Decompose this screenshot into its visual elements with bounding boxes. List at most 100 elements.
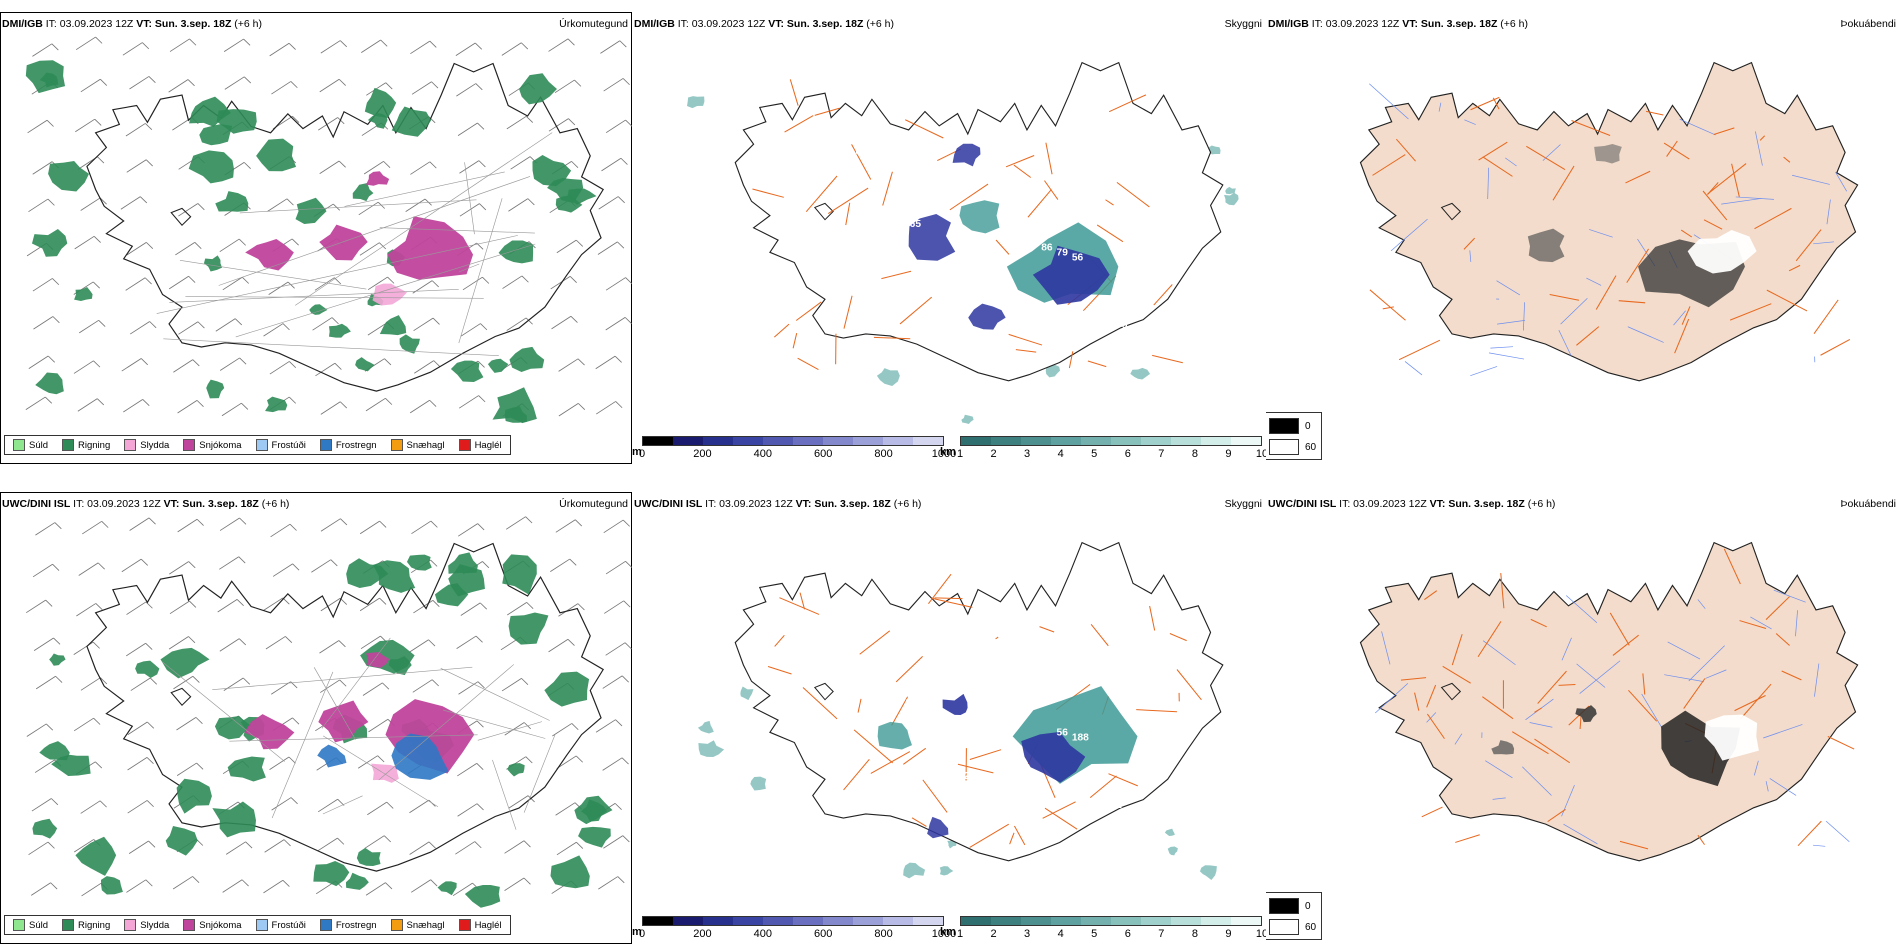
rain-area	[487, 358, 509, 373]
wind-barb-tick	[187, 79, 195, 87]
sleet-area	[372, 283, 408, 306]
wind-barb-tick	[386, 801, 394, 809]
precip-frame-row1	[0, 12, 632, 464]
road	[1005, 155, 1035, 168]
wind-barb	[550, 275, 571, 290]
land	[1359, 541, 1859, 862]
wind-barb-tick	[52, 316, 60, 324]
road	[1045, 142, 1053, 175]
river	[1750, 616, 1772, 630]
wind-barb-tick	[482, 561, 490, 569]
wind-barb-tick	[430, 559, 438, 567]
wind-barb-tick	[569, 276, 577, 283]
panel-label-fog: Þokuábendi	[1840, 18, 1896, 30]
road	[1723, 548, 1741, 585]
colorbar-cell	[673, 437, 703, 445]
colorbar-cell	[961, 917, 991, 925]
river	[1765, 781, 1769, 792]
wind-barb-tick	[46, 119, 54, 127]
wind-barb-tick	[478, 395, 486, 403]
wind-barb	[80, 800, 101, 814]
colorbar-tick: 1000	[931, 928, 957, 940]
cloud-base-value: 87	[918, 276, 930, 287]
wind-barb	[457, 523, 478, 537]
wind-barb	[508, 198, 529, 212]
wind-barb	[269, 42, 290, 57]
cloud-base-ticks: 0 200 400 600 800 1000	[639, 926, 956, 940]
wind-barb-tick	[424, 198, 432, 206]
road	[1530, 618, 1547, 628]
wind-barb	[455, 42, 476, 56]
legend-label: Snæhagl	[406, 919, 445, 931]
wind-barb	[126, 159, 147, 173]
wind-barb-tick	[236, 599, 244, 607]
rain-area	[504, 406, 527, 423]
wind-barb-tick	[55, 675, 63, 683]
wind-barb-tick	[93, 236, 101, 243]
river	[1826, 199, 1831, 225]
wind-barb-tick	[521, 42, 529, 50]
rain-area	[544, 671, 590, 707]
fog-swatch-white	[1269, 439, 1299, 455]
road	[895, 656, 923, 683]
legend-swatch	[13, 439, 25, 451]
wind-barb	[555, 802, 576, 816]
road	[1477, 621, 1502, 658]
road	[1702, 190, 1728, 221]
wind-barb-tick	[192, 359, 200, 367]
low-cloud-area	[1032, 245, 1110, 305]
wind-barb-tick	[338, 160, 346, 168]
colorbar-cell	[763, 917, 793, 925]
wind-barb	[456, 635, 477, 650]
colorbar-cell	[991, 917, 1021, 925]
cloud-base-value: 188	[1072, 732, 1089, 743]
river	[1492, 797, 1506, 800]
wind-barb	[127, 757, 148, 771]
wind-barb-tick	[622, 835, 630, 843]
wind-barb	[456, 83, 477, 97]
wind-barb-tick	[50, 882, 58, 890]
wind-barb	[501, 42, 522, 56]
low-visibility-area	[877, 721, 913, 750]
visibility-patch	[1224, 192, 1239, 206]
road	[169, 288, 459, 303]
road	[1827, 736, 1855, 750]
snow-area	[366, 171, 390, 186]
colorbar-tick: 9	[1225, 928, 1232, 940]
wind-barb-tick	[146, 800, 154, 808]
road	[1731, 163, 1740, 197]
wind-barb	[367, 322, 388, 336]
wind-barb	[411, 879, 431, 893]
wind-barb	[604, 600, 624, 614]
legend-swatch	[319, 439, 332, 451]
wind-barb	[272, 563, 293, 577]
river	[1565, 595, 1598, 623]
wind-barb-tick	[95, 603, 103, 611]
wind-barb-tick	[287, 281, 295, 289]
wind-barb	[25, 599, 46, 614]
rain-area	[212, 801, 256, 838]
wind-barb	[126, 642, 146, 657]
wind-barb	[359, 520, 380, 535]
wind-barb	[603, 835, 624, 849]
river	[1705, 669, 1727, 679]
colorbar-cell	[733, 917, 763, 925]
cloud-base-value: 58	[864, 204, 876, 215]
colorbar-cell	[823, 437, 853, 445]
wind-barb-tick	[241, 276, 250, 284]
river	[1589, 229, 1613, 238]
colorbar-tick: 600	[814, 448, 833, 460]
precip-legend-item: Snjókoma	[183, 919, 242, 931]
wind-barb	[27, 119, 48, 134]
low-cloud-area	[942, 693, 968, 715]
cloud-base-value: 130	[1018, 660, 1035, 671]
rain-area	[160, 647, 210, 679]
wind-barb	[358, 201, 379, 216]
road	[1642, 673, 1646, 695]
wind-barb-tick	[290, 797, 298, 805]
wind-barb	[126, 879, 147, 893]
wind-barb-tick	[477, 681, 485, 689]
island	[1440, 682, 1462, 701]
rain-area	[581, 799, 608, 822]
colorbar-cell	[883, 437, 913, 445]
